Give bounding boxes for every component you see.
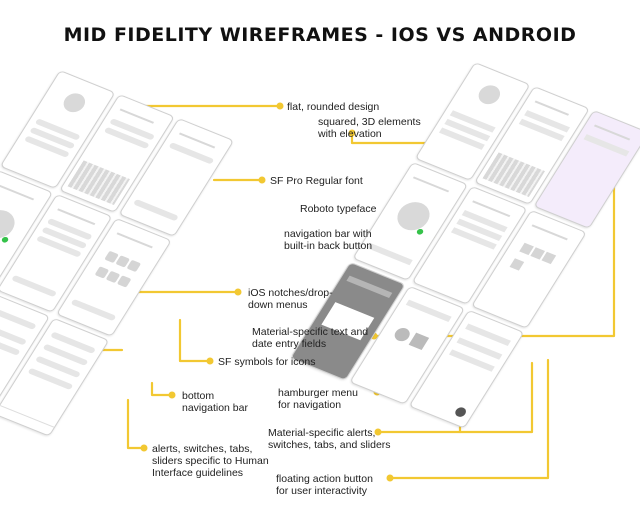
connector-bottomnav	[150, 381, 174, 397]
page-title: MID FIDELITY WIREFRAMES - IOS VS ANDROID	[63, 24, 577, 46]
dot-bottomnav	[168, 391, 176, 399]
callout-sfsymbols: SF symbols for icons	[218, 356, 316, 368]
callout-notches: iOS notches/drop- down menus	[248, 287, 333, 311]
dot-flat	[276, 102, 284, 110]
fab-icon	[453, 405, 468, 419]
dot-notches	[234, 288, 242, 296]
callout-navbar: navigation bar with built-in back button	[284, 228, 373, 252]
callout-material-alerts: Material-specific alerts, switches, tabs…	[268, 427, 391, 451]
connector-material-alerts	[376, 361, 534, 434]
connector-fab	[388, 358, 550, 480]
callout-squared: squared, 3D elements with elevation	[318, 116, 421, 140]
connector-sfsymbols	[178, 318, 212, 363]
dot-sfsymbols	[206, 357, 214, 365]
dot-hig-alerts	[140, 444, 148, 452]
callout-fab: floating action button for user interact…	[276, 473, 373, 497]
dot-sfpro	[258, 176, 266, 184]
callout-roboto: Roboto typeface	[300, 203, 377, 215]
connector-hig-alerts	[126, 398, 146, 450]
dot-material-alerts	[374, 428, 382, 436]
callout-flat: flat, rounded design	[287, 101, 380, 113]
ios-sign-up-title	[119, 108, 155, 124]
callout-hamburger: hamburger menu for navigation	[278, 387, 358, 411]
callout-material-text: Material-specific text and date entry fi…	[252, 326, 369, 350]
callout-sfpro: SF Pro Regular font	[270, 175, 363, 187]
callout-hig-alerts: alerts, switches, tabs, sliders specific…	[152, 443, 269, 479]
dot-fab	[386, 474, 394, 482]
callout-bottomnav: bottom navigation bar	[182, 390, 248, 414]
dot-squared	[348, 129, 356, 137]
